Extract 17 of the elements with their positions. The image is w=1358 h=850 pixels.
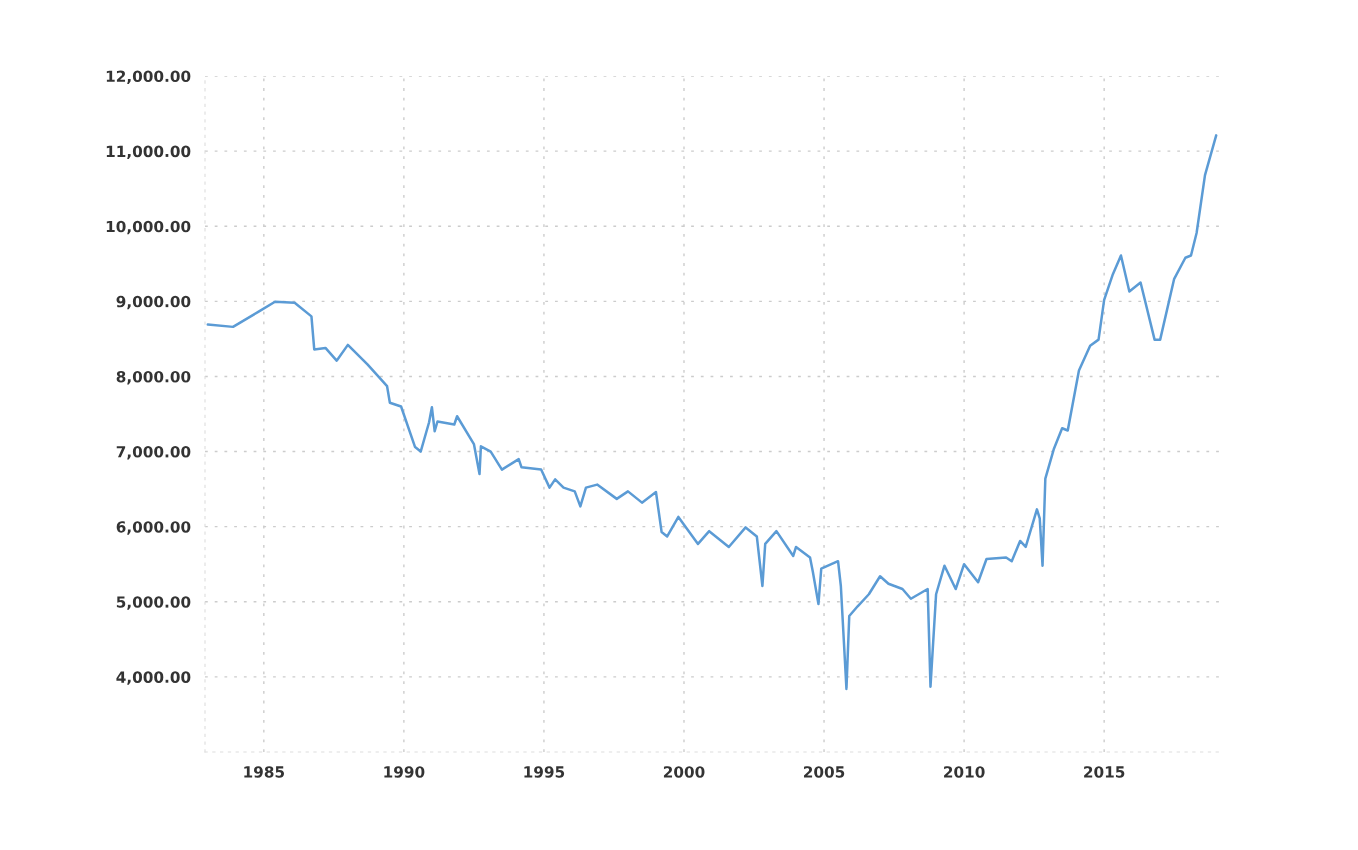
x-tick-label: 1995 bbox=[524, 766, 565, 778]
y-tick-label: 12,000.00 bbox=[106, 70, 191, 84]
line-series bbox=[206, 134, 1218, 691]
y-tick-label: 11,000.00 bbox=[106, 145, 191, 160]
y-tick-label: 8,000.00 bbox=[116, 370, 191, 385]
y-tick-label: 6,000.00 bbox=[116, 521, 191, 535]
y-tick-label: 4,000.00 bbox=[116, 671, 191, 685]
x-tick-label: 1985 bbox=[244, 766, 285, 778]
x-tick-label: 1990 bbox=[384, 766, 425, 778]
x-tick-label: 2015 bbox=[1084, 766, 1125, 778]
x-tick-label: 2005 bbox=[803, 766, 845, 778]
y-tick-label: 9,000.00 bbox=[116, 295, 191, 310]
y-tick-label: 7,000.00 bbox=[116, 446, 191, 460]
x-tick-label: 2010 bbox=[944, 766, 985, 778]
y-tick-label: 5,000.00 bbox=[116, 596, 191, 610]
x-tick-label: 2000 bbox=[663, 766, 705, 778]
y-tick-label: 10,000.00 bbox=[106, 220, 191, 235]
